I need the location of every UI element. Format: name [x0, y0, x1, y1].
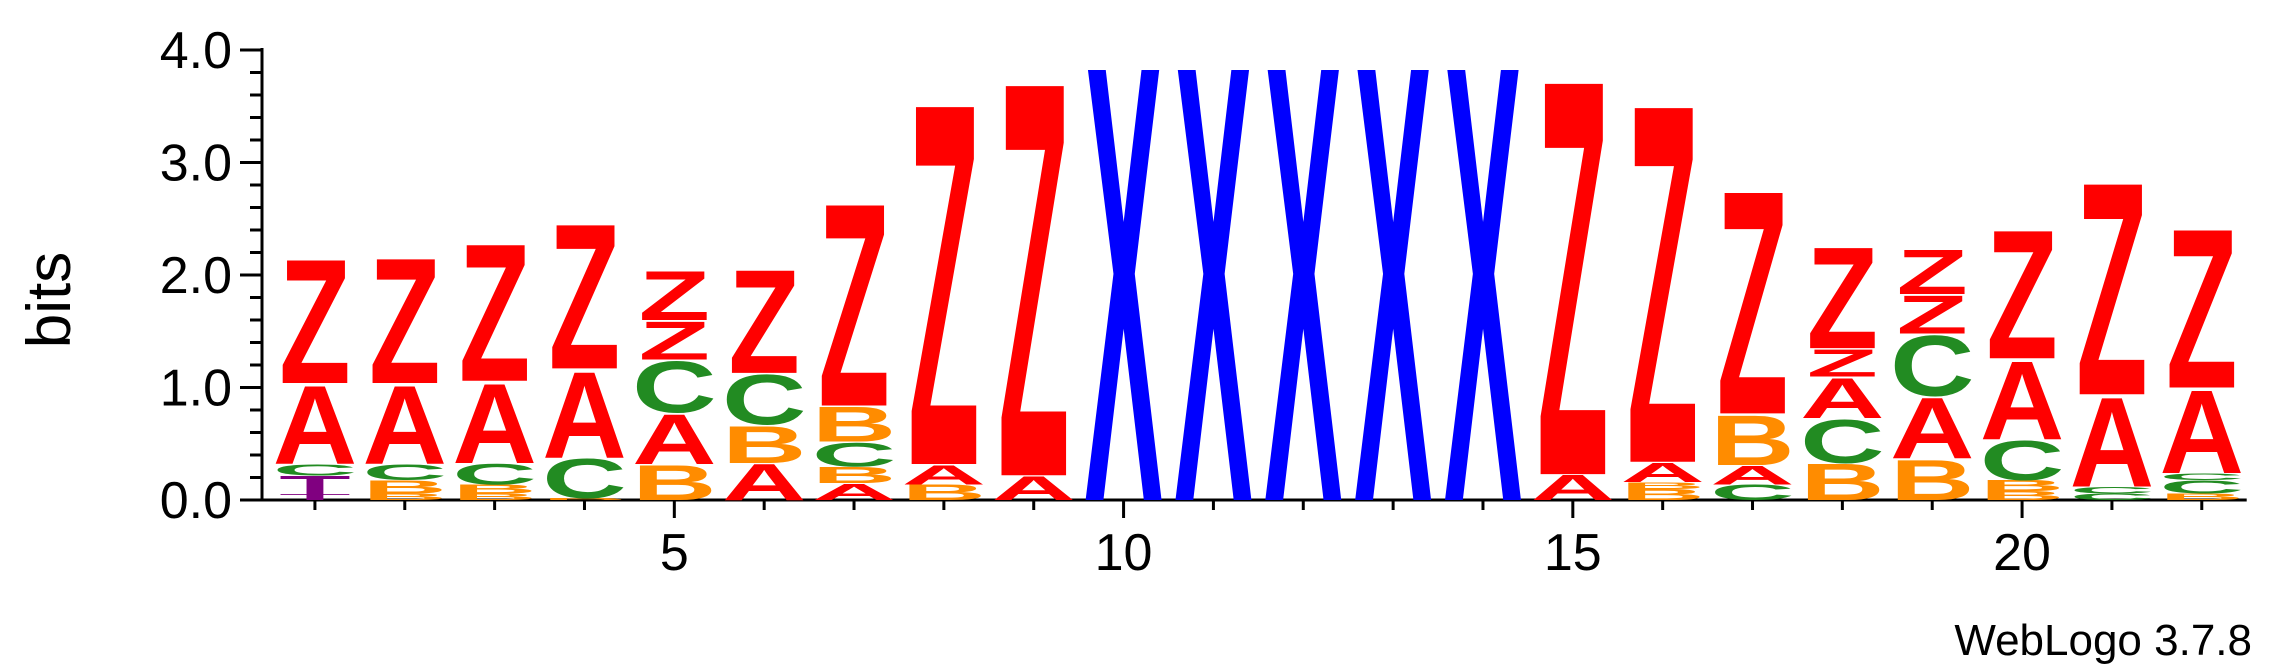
letter-C: C — [2160, 476, 2244, 497]
letter-B: B — [452, 482, 536, 496]
letter-Z: Z — [2076, 118, 2147, 459]
letter-Z: Z — [728, 240, 799, 406]
letter-B: B — [812, 397, 896, 453]
letter-B: B — [1620, 480, 1704, 491]
x-tick-label: 10 — [1095, 524, 1153, 582]
x-axis: 5 10 15 20 — [262, 498, 2247, 582]
y-tick-label: 2.0 — [160, 247, 232, 305]
letter-Z: Z — [639, 257, 710, 335]
letter-X: X — [1354, 0, 1433, 633]
letter-Z: Z — [1807, 217, 1878, 379]
letter-Z: Z — [549, 180, 620, 413]
letter-B: B — [1800, 454, 1884, 512]
letter-A: A — [1620, 457, 1704, 488]
letter-B: B — [1620, 486, 1704, 504]
x-tick-label: 20 — [1993, 524, 2051, 582]
weblogo-credit: WebLogo 3.7.8 — [1954, 616, 2252, 665]
y-axis: 0.0 1.0 2.0 3.0 4.0 — [160, 22, 264, 530]
letter-A: A — [632, 399, 716, 480]
letter-C: C — [2070, 492, 2154, 503]
letter-A: A — [1531, 468, 1615, 508]
letter-Z: Z — [369, 222, 440, 422]
letter-A: A — [722, 454, 806, 512]
letter-B: B — [1980, 477, 2064, 495]
letter-A: A — [1980, 338, 2064, 464]
letter-Z: Z — [908, 0, 979, 574]
letter-B: B — [363, 476, 447, 497]
letter-B: B — [363, 492, 447, 503]
letter-Z: Z — [279, 222, 350, 421]
letter-B: B — [452, 492, 536, 503]
letter-B: B — [542, 497, 626, 501]
letter-C: C — [812, 436, 896, 474]
x-tick-label: 5 — [660, 524, 689, 582]
letter-A: A — [452, 360, 536, 487]
x-tick-label: 15 — [1544, 524, 1602, 582]
y-tick-label: 0.0 — [160, 472, 232, 530]
letter-A: A — [2160, 365, 2244, 498]
letter-C: C — [2070, 485, 2154, 496]
letter-Z: Z — [1627, 0, 1698, 571]
letter-Z: Z — [1897, 236, 1968, 307]
letter-C: C — [2160, 471, 2244, 482]
letter-A: A — [2070, 371, 2154, 514]
letter-B: B — [902, 480, 986, 504]
letter-B: B — [1710, 400, 1794, 481]
letter-B: B — [2160, 492, 2244, 503]
letter-Z: Z — [1897, 284, 1968, 345]
letter-C: C — [1890, 317, 1974, 413]
letter-A: A — [273, 363, 357, 489]
y-tick-label: 1.0 — [160, 360, 232, 418]
letter-A: A — [1890, 380, 1974, 477]
letter-A: A — [902, 459, 986, 490]
letter-Z: Z — [639, 310, 710, 371]
letter-Z: Z — [459, 203, 530, 423]
letter-C: C — [632, 346, 716, 428]
letter-C: C — [1800, 406, 1884, 476]
letter-C: C — [722, 359, 806, 440]
letter-B: B — [812, 462, 896, 488]
letter-X: X — [1085, 0, 1164, 633]
letter-A: A — [363, 363, 447, 489]
letter-Z: Z — [1717, 125, 1788, 482]
letter-B: B — [1980, 489, 2064, 503]
letter-T: T — [279, 470, 350, 500]
letter-C: C — [1710, 480, 1794, 504]
letter-A: A — [1800, 366, 1884, 431]
letter-C: C — [452, 458, 536, 491]
letter-C: C — [273, 461, 357, 479]
letter-T: T — [279, 493, 350, 502]
letter-C: C — [363, 460, 447, 484]
letter-Z: Z — [818, 142, 889, 467]
letter-B: B — [722, 415, 806, 474]
letter-Z: Z — [998, 0, 1069, 596]
letter-Z: Z — [1986, 191, 2057, 398]
letter-Z: Z — [1537, 0, 1608, 595]
letter-A: A — [992, 469, 1076, 507]
y-tick-label: 3.0 — [160, 135, 232, 193]
letter-A: A — [1710, 460, 1794, 490]
letter-X: X — [1444, 0, 1523, 633]
letter-B: B — [632, 456, 716, 512]
y-axis-label: bits — [15, 252, 84, 348]
y-tick-label: 4.0 — [160, 22, 232, 80]
letter-X: X — [1174, 0, 1253, 633]
letter-C: C — [1980, 429, 2064, 492]
letter-X: X — [1264, 0, 1343, 633]
letter-A: A — [542, 346, 626, 484]
letter-B: B — [1890, 448, 1974, 513]
letter-Z: Z — [2166, 182, 2237, 436]
letter-A: A — [812, 479, 896, 505]
letter-Z: Z — [1807, 341, 1878, 384]
letter-C: C — [542, 447, 626, 510]
